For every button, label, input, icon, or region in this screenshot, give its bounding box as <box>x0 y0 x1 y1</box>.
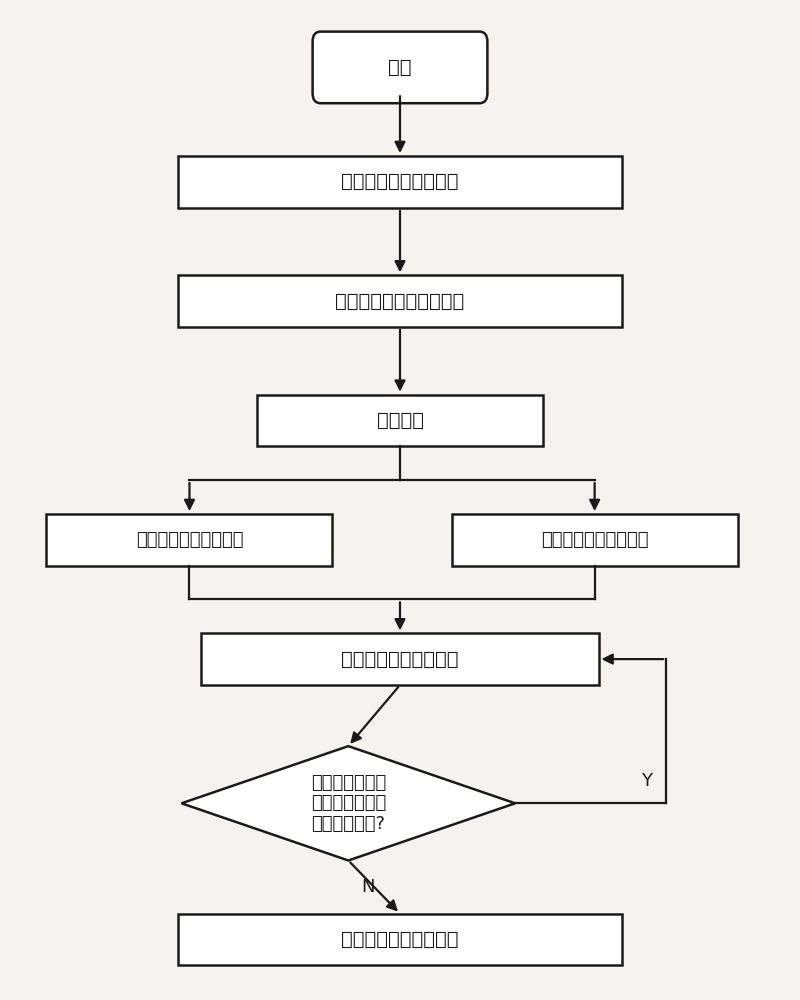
Polygon shape <box>182 746 515 860</box>
Text: 确定电机工况及控制方式: 确定电机工况及控制方式 <box>335 292 465 311</box>
Text: 计算定子铁心固有频率: 计算定子铁心固有频率 <box>342 650 458 669</box>
Bar <box>46 514 333 566</box>
Bar <box>202 633 598 685</box>
Bar <box>452 514 738 566</box>
FancyBboxPatch shape <box>313 32 487 103</box>
Bar <box>257 395 543 446</box>
Bar <box>178 156 622 208</box>
Text: Y: Y <box>641 772 652 790</box>
Bar <box>178 914 622 965</box>
Text: N: N <box>362 878 375 896</box>
Text: 调整电机电磁设计方案: 调整电机电磁设计方案 <box>342 172 458 191</box>
Text: 确定电机电磁设计方案: 确定电机电磁设计方案 <box>342 930 458 949</box>
Text: 磁密时间谐波振动频率: 磁密时间谐波振动频率 <box>541 531 648 549</box>
Text: 磁密空间谐波振动频率: 磁密空间谐波振动频率 <box>136 531 243 549</box>
Bar <box>178 275 622 327</box>
Text: 电磁计算: 电磁计算 <box>377 411 423 430</box>
Text: 开始: 开始 <box>388 58 412 77</box>
Text: 空间谐波频率、
时间谐波频率、
固有频率共振?: 空间谐波频率、 时间谐波频率、 固有频率共振? <box>310 774 386 833</box>
